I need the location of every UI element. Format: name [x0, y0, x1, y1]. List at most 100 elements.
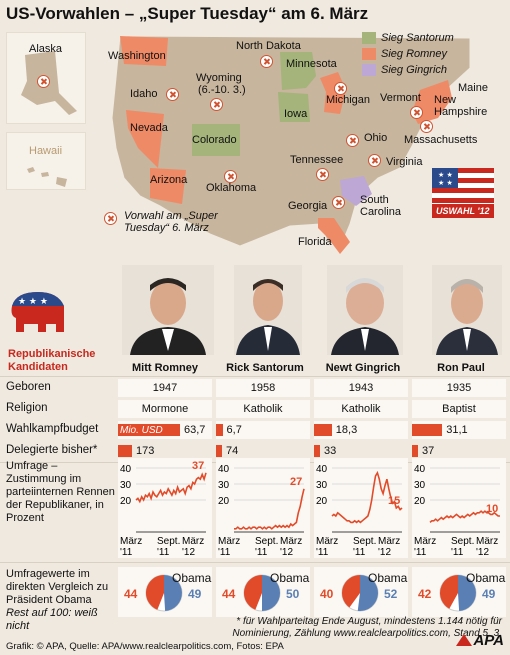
label-vermont: Vermont	[380, 92, 421, 104]
label-north-dakota: North Dakota	[236, 40, 301, 52]
pie-obama-slice	[357, 575, 378, 611]
poll-end-label: 10	[486, 503, 498, 515]
georgia-vote-icon	[332, 196, 345, 209]
xtick-label: '11	[353, 547, 366, 558]
row-label-delegates: Delegierte bisher*	[6, 444, 98, 456]
massachusetts-vote-icon	[420, 120, 433, 133]
uswahl-badge-text: USWAHL '12	[436, 206, 490, 216]
xtick-label: März	[120, 536, 142, 547]
michigan-vote-icon	[334, 82, 347, 95]
row-separator	[0, 562, 510, 563]
compare-pie	[145, 574, 183, 612]
apa-logo: APA	[456, 632, 504, 649]
obama-label: Obama	[466, 571, 506, 585]
xtick-label: '11	[218, 547, 231, 558]
poll-chart-0: 40 30 20 37 März '11 Sept. '11 März '12	[118, 458, 212, 558]
credits: Grafik: © APA, Quelle: APA/www.realclear…	[6, 641, 284, 652]
hawaii-shape	[27, 167, 67, 187]
row-label-budget: Wahlkampfbudget	[6, 423, 99, 435]
alaska-vote-icon	[37, 75, 50, 88]
xtick-label: '12	[476, 547, 489, 558]
ytick-label: 30	[218, 480, 230, 491]
label-washington: Washington	[108, 50, 166, 62]
row-separator	[0, 376, 510, 377]
ytick-label: 40	[316, 464, 328, 475]
label-wyoming: Wyoming	[196, 72, 242, 84]
born-romney: 1947	[118, 379, 212, 397]
uswahl-badge: ★ ★ ★ ★ USWAHL '12	[432, 168, 494, 218]
born-gingrich: 1943	[314, 379, 408, 397]
vermont-vote-icon	[410, 106, 423, 119]
budget-bar	[412, 424, 443, 436]
xtick-label: Sept.	[353, 536, 376, 547]
legend-romney-swatch	[362, 48, 376, 60]
label-idaho: Idaho	[130, 88, 158, 100]
label-new-hampshire: New Hampshire	[434, 94, 488, 118]
legend-gingrich-label: Sieg Gingrich	[381, 64, 448, 76]
pie-republican-slice	[145, 575, 164, 610]
poll-series-line	[429, 510, 500, 524]
born-paul: 1935	[412, 379, 506, 397]
hawaii-inset: Hawaii	[6, 132, 86, 190]
legend-gingrich-swatch	[362, 64, 376, 76]
ohio-vote-icon	[346, 134, 359, 147]
delegates-cell-romney: 173	[118, 442, 212, 460]
budget-cell-paul: 31,1	[412, 421, 506, 439]
budget-value-gingrich: 18,3	[335, 424, 358, 436]
legend-romney-label: Sieg Romney	[381, 48, 448, 60]
compare-cell-0: 44 49 Obama	[118, 567, 212, 617]
compare-obama-value: 50	[286, 587, 300, 601]
gop-label: Republikanische Kandidaten	[8, 348, 96, 373]
religion-paul: Baptist	[412, 400, 506, 418]
label-iowa: Iowa	[284, 108, 308, 120]
label-arizona: Arizona	[150, 174, 188, 186]
poll-chart-3: 40 30 20 10 März '11 Sept. '11 März '12	[412, 458, 506, 558]
poll-end-label: 27	[290, 476, 302, 488]
pie-obama-slice	[164, 575, 182, 611]
name-romney: Mitt Romney	[132, 362, 198, 374]
label-wyoming-note: (6.-10. 3.)	[198, 84, 246, 96]
compare-pie	[243, 574, 281, 612]
poll-end-label: 37	[192, 460, 204, 472]
obama-label: Obama	[368, 571, 408, 585]
xtick-label: März	[182, 536, 204, 547]
delegates-bar	[314, 445, 320, 457]
delegates-bar	[216, 445, 222, 457]
ytick-label: 40	[218, 464, 230, 475]
budget-bar: Mio. USD	[118, 424, 180, 436]
svg-text:★ ★: ★ ★	[438, 171, 453, 179]
label-oklahoma: Oklahoma	[206, 182, 257, 194]
portrait-romney	[122, 265, 214, 355]
budget-bar	[314, 424, 332, 436]
delegates-cell-paul: 37	[412, 442, 506, 460]
xtick-label: '12	[378, 547, 391, 558]
label-virginia: Virginia	[386, 156, 423, 168]
name-gingrich: Newt Gingrich	[325, 362, 401, 374]
ytick-label: 40	[120, 464, 132, 475]
xtick-label: Sept.	[451, 536, 474, 547]
label-georgia: Georgia	[288, 200, 328, 212]
poll-series-line	[331, 470, 403, 524]
delegates-value-paul: 37	[422, 445, 435, 457]
budget-unit: Mio. USD	[120, 424, 163, 436]
legend-romney: Sieg Romney	[362, 48, 447, 60]
label-maine: Maine	[458, 82, 488, 94]
ytick-label: 20	[120, 496, 132, 507]
oklahoma-vote-icon	[224, 170, 237, 183]
delegates-bar	[412, 445, 418, 457]
us-flag-icon: ★ ★ ★ ★	[432, 168, 494, 218]
compare-rep-value: 40	[320, 587, 334, 601]
compare-obama-value: 52	[384, 587, 398, 601]
ytick-label: 20	[218, 496, 230, 507]
compare-obama-value: 49	[482, 587, 496, 601]
ytick-label: 30	[414, 480, 426, 491]
ytick-label: 20	[316, 496, 328, 507]
compare-cell-3: 42 49 Obama	[412, 567, 506, 617]
pie-obama-slice	[458, 575, 476, 611]
poll-chart-1: 40 30 20 27 März '11 Sept. '11 März '12	[216, 458, 310, 558]
ytick-label: 30	[316, 480, 328, 491]
delegates-bar	[118, 445, 132, 457]
photo-romney	[122, 265, 214, 355]
religion-gingrich: Katholik	[314, 400, 408, 418]
